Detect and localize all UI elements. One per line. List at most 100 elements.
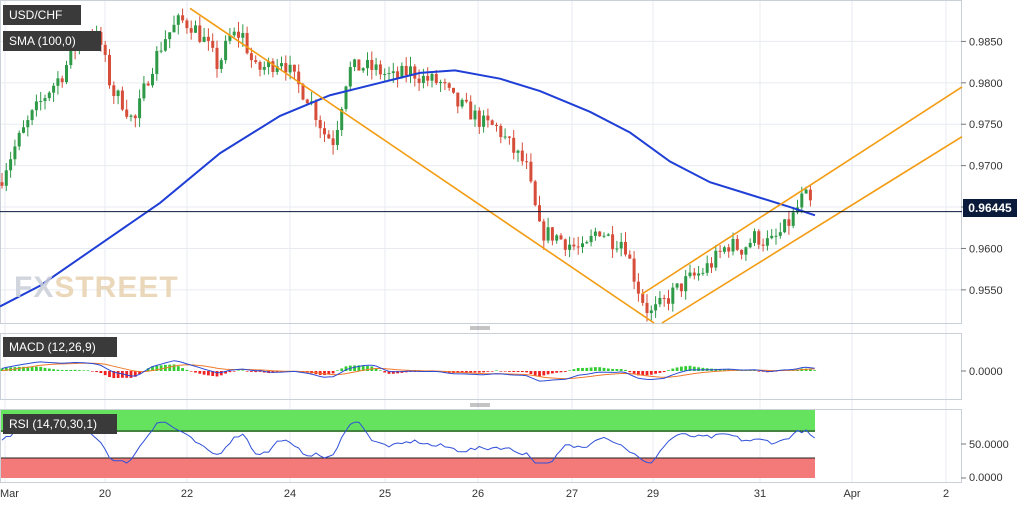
macd-histogram-bar (568, 370, 571, 371)
rsi-series (1, 421, 815, 464)
time-axis-label: Mar (0, 488, 19, 500)
macd-histogram-bar (198, 371, 202, 374)
candle-bullish (151, 73, 154, 86)
macd-histogram-bar (374, 368, 378, 371)
symbol-tag[interactable]: USD/CHF (3, 5, 81, 25)
time-axis: Mar 20 22 24 25 26 27 29 31 Apr 2 (0, 488, 949, 500)
rsi-oversold-zone (1, 458, 815, 478)
candle-bearish (378, 64, 382, 75)
macd-histogram-bar (619, 369, 623, 371)
candle-bearish (525, 161, 529, 163)
candle-bullish (516, 150, 520, 153)
candle-bearish (249, 53, 253, 61)
channel-lines (189, 7, 963, 324)
macd-histogram-bar (495, 370, 498, 371)
candle-bullish (116, 90, 120, 97)
macd-histogram-bar (129, 371, 133, 378)
candle-bullish (705, 263, 709, 273)
macd-histogram-bar (499, 371, 503, 372)
candle-bearish (120, 90, 124, 110)
candle-bullish (366, 59, 369, 69)
candle-bullish (22, 127, 25, 133)
macd-histogram-bar (155, 365, 159, 371)
macd-histogram-bar (327, 371, 331, 375)
macd-histogram-bar (133, 371, 137, 377)
candle-bearish (533, 181, 537, 206)
candle-bearish (185, 20, 189, 29)
macd-histogram-bar (224, 371, 227, 374)
grid-lines (1, 1, 961, 482)
candle-bearish (215, 47, 219, 69)
macd-histogram-bar (323, 371, 326, 376)
candle-bullish (649, 310, 653, 314)
candle-bullish (4, 170, 8, 186)
candle-bullish (280, 63, 283, 67)
candle-bullish (43, 98, 47, 102)
candle-bullish (219, 60, 223, 69)
candle-bearish (572, 244, 576, 247)
candle-bearish (237, 31, 240, 38)
candle-bullish (791, 212, 795, 226)
macd-histogram-bar (477, 371, 481, 373)
candle-bearish (370, 59, 374, 70)
macd-signal-line (1, 362, 815, 380)
sma-legend-tag[interactable]: SMA (100,0) (3, 31, 101, 51)
candle-bullish (13, 146, 17, 160)
candle-bullish (52, 85, 56, 93)
time-axis-label: Apr (843, 488, 860, 500)
candle-bearish (512, 137, 516, 153)
rsi-legend-tag[interactable]: RSI (14,70,30,1) (3, 414, 117, 434)
candle-bearish (271, 61, 275, 72)
candle-bullish (654, 304, 658, 311)
candle-bearish (245, 33, 249, 54)
price-tick-label: 0.9700 (969, 161, 1003, 173)
macd-histogram-bar (82, 370, 86, 371)
macd-histogram-bar (559, 371, 563, 373)
macd-histogram-bar (551, 371, 554, 374)
sma-legend-label: SMA (100,0) (9, 34, 76, 48)
macd-histogram-bar (344, 366, 348, 371)
candle-bearish (735, 238, 739, 250)
time-axis-label: 26 (472, 488, 484, 500)
macd-histogram-bar (460, 371, 464, 373)
macd-histogram-bar (237, 370, 240, 371)
macd-histogram-bar (594, 367, 597, 371)
macd-histogram-bar (245, 371, 249, 372)
candle-bullish (391, 71, 395, 74)
candle-bearish (327, 134, 331, 139)
macd-histogram-bar (60, 370, 64, 371)
macd-histogram-bar (598, 367, 602, 371)
candle-bullish (353, 59, 357, 68)
candle-bullish (439, 81, 443, 84)
macd-histogram-bar (637, 371, 640, 376)
candle-bearish (490, 120, 494, 125)
candle-bullish (172, 24, 176, 33)
candle-bearish (563, 239, 567, 250)
panel-resize-handles[interactable] (470, 326, 490, 407)
candle-bearish (757, 231, 761, 245)
candle-bearish (464, 99, 468, 102)
macd-histogram-bar (753, 370, 756, 371)
candle-bullish (409, 66, 412, 76)
macd-histogram-bar (207, 371, 210, 376)
candle-bullish (615, 248, 619, 250)
macd-histogram-bar (503, 371, 507, 372)
macd-legend-tag[interactable]: MACD (12,26,9) (3, 337, 117, 357)
price-panel-border (0, 0, 962, 324)
macd-histogram-bar (520, 371, 524, 373)
macd-histogram-bar (662, 371, 666, 373)
macd-histogram-bar (387, 371, 391, 374)
candle-bullish (138, 98, 142, 119)
channel-line-1 (189, 7, 655, 324)
candle-bearish (434, 73, 438, 84)
candle-bullish (129, 115, 133, 117)
candle-bearish (456, 92, 460, 107)
macd-histogram-bar (108, 371, 111, 378)
candle-bullish (176, 15, 180, 25)
macd-histogram-bar (546, 371, 550, 375)
candle-bullish (232, 31, 236, 36)
candle-bearish (611, 234, 615, 250)
macd-histogram-bar (576, 368, 580, 371)
macd-histogram-bar (340, 368, 344, 371)
price-tick-label: 0.9550 (969, 285, 1003, 297)
